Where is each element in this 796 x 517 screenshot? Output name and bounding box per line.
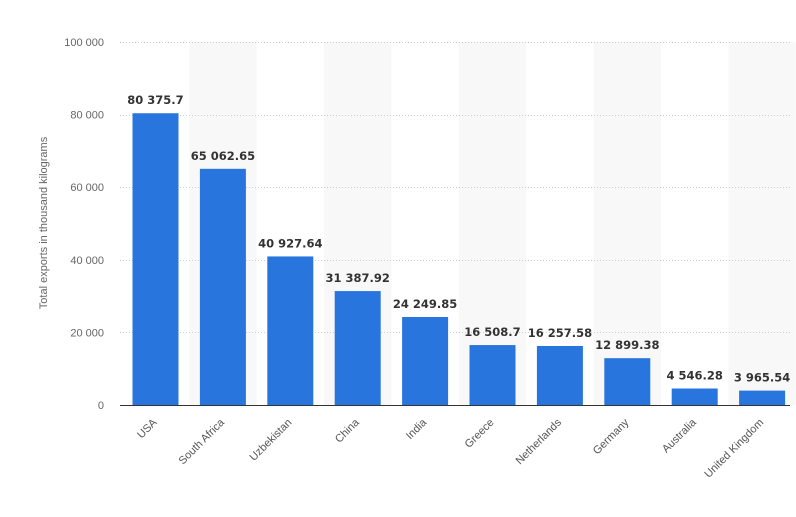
x-tick-label: Germany — [591, 416, 632, 457]
bar-usa — [132, 113, 179, 405]
data-label: 12 899.38 — [595, 338, 659, 352]
bar-china — [334, 291, 381, 405]
band-9 — [728, 42, 796, 405]
bar-united-kingdom — [739, 390, 786, 405]
x-tick-label: USA — [135, 416, 160, 441]
x-tick-label: Greece — [463, 417, 497, 451]
bar-india — [402, 316, 449, 405]
x-tick-label: United Kingdom — [702, 417, 766, 481]
bar-netherlands — [536, 345, 583, 405]
bar-germany — [604, 358, 651, 405]
x-axis-ticks: USA South Africa Uzbekistan China India Greec… — [135, 416, 766, 480]
y-axis-label: Total exports in thousand kilograms — [38, 136, 50, 309]
data-label: 31 387.92 — [326, 271, 390, 285]
bar-uzbekistan — [267, 256, 314, 405]
y-axis-ticks: 0 20 000 40 000 60 000 80 000 100 000 — [64, 37, 104, 412]
data-label: 40 927.64 — [258, 236, 322, 250]
x-tick-label: Netherlands — [514, 416, 565, 467]
y-tick-label: 80 000 — [70, 110, 104, 122]
data-label: 24 249.85 — [393, 297, 457, 311]
bar-south-africa — [199, 168, 246, 405]
x-tick-label: China — [333, 416, 362, 445]
y-tick-label: 20 000 — [70, 327, 104, 339]
data-label: 65 062.65 — [191, 149, 255, 163]
x-tick-label: South Africa — [177, 416, 228, 467]
data-label: 3 965.54 — [734, 371, 790, 385]
data-label: 80 375.7 — [127, 93, 183, 107]
alternating-bands — [189, 42, 796, 405]
bar-australia — [671, 388, 718, 405]
x-tick-label: Uzbekistan — [247, 417, 294, 464]
band-5 — [458, 42, 527, 405]
y-tick-label: 60 000 — [70, 182, 104, 194]
y-tick-label: 0 — [98, 400, 104, 412]
band-7 — [593, 42, 661, 405]
data-label: 4 546.28 — [667, 368, 723, 382]
x-tick-label: Australia — [660, 416, 699, 455]
y-tick-label: 100 000 — [64, 37, 104, 49]
bars — [132, 113, 786, 405]
x-tick-label: India — [404, 416, 430, 442]
data-label: 16 257.58 — [528, 326, 592, 340]
data-label: 16 508.7 — [464, 325, 520, 339]
bar-greece — [469, 345, 516, 405]
y-tick-label: 40 000 — [70, 255, 104, 267]
